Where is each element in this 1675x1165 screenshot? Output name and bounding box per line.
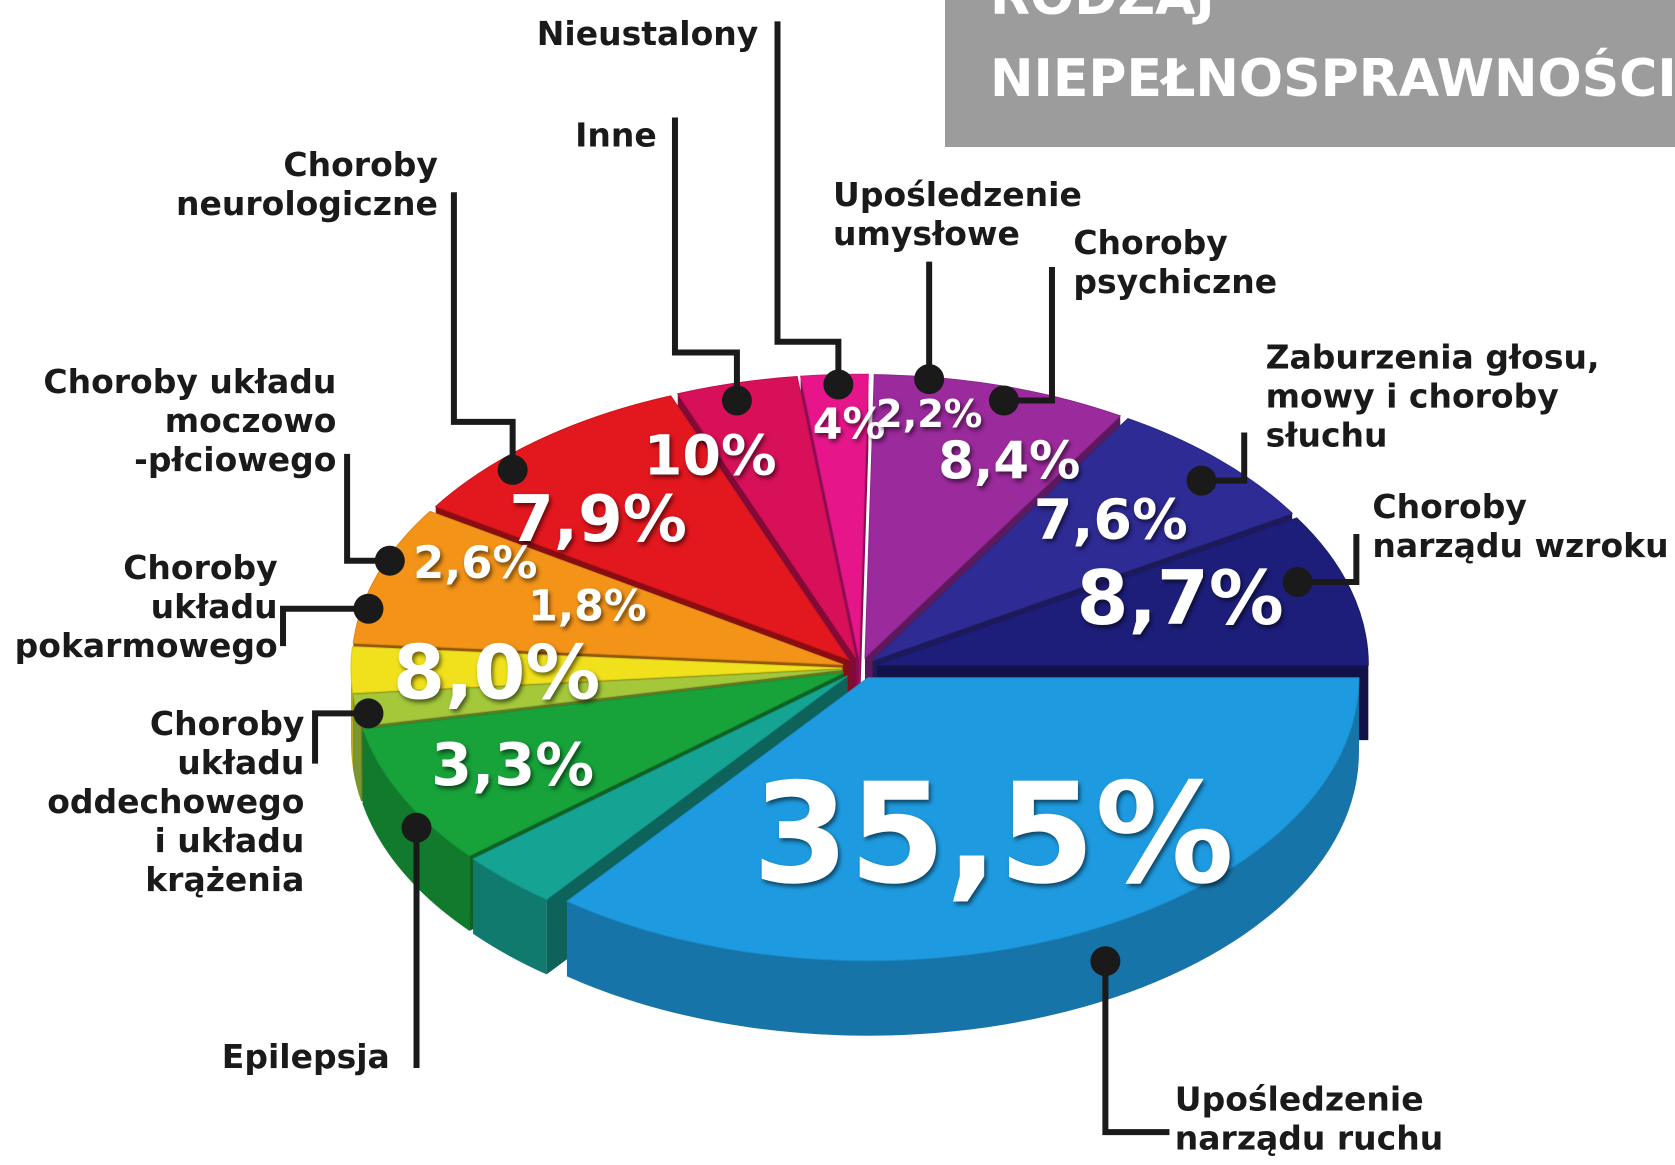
slice-side (566, 677, 1359, 1036)
value-label: 8,7% (1076, 555, 1283, 642)
value-label: 7,9% (509, 483, 687, 557)
slice (350, 646, 843, 694)
value-label: 4% (813, 400, 886, 450)
category-label: Choroby układu pokarmowego (15, 548, 278, 665)
title-box (945, 0, 1675, 147)
value-label: 3,3% (431, 730, 594, 799)
chart-title: RODZAJNIEPEŁNOSPRAWNOŚCI (990, 0, 1675, 109)
slice (472, 675, 848, 900)
slice (362, 672, 845, 857)
category-label: Choroby psychiczne (1073, 223, 1277, 301)
value-label: 10% (644, 423, 777, 488)
leader-dot (988, 385, 1019, 416)
slice-face (859, 374, 869, 733)
leader-dot (401, 812, 432, 843)
leader-line (450, 192, 516, 470)
leader-dot (721, 385, 752, 416)
leader-line (1102, 961, 1170, 1136)
value-label: 2,6% (413, 536, 537, 589)
category-label: Inne (575, 115, 657, 154)
slice (877, 517, 1369, 666)
slice (352, 510, 844, 666)
slice-side (473, 858, 547, 975)
value-label: 8,0% (393, 630, 600, 717)
category-label: Choroby układu moczowo -płciowego (43, 362, 336, 479)
pie (350, 373, 1369, 1036)
value-label: 8,4% (938, 432, 1080, 492)
leader-dot (1186, 465, 1217, 496)
value-label: 1,8% (528, 581, 646, 631)
category-label: Choroby neurologiczne (176, 145, 438, 223)
value-label: 2,2% (876, 392, 983, 437)
leader-dot (374, 545, 405, 576)
leader-dot (497, 454, 528, 485)
leader-line (312, 710, 369, 764)
value-label: 35,5% (752, 753, 1234, 915)
category-label: Upośledzenie umysłowe (833, 175, 1082, 253)
category-label: Choroby narządu wzroku (1372, 487, 1668, 565)
category-label: Choroby układu oddechowego i układu krążenia (47, 704, 304, 899)
category-label: Zaburzenia głosu, mowy i choroby słuchu (1266, 337, 1600, 454)
leader-dot (1282, 567, 1313, 598)
slice (434, 395, 850, 661)
value-label: 7,6% (1034, 487, 1188, 552)
leader-line (1003, 267, 1055, 404)
category-label: Nieustalony (537, 14, 758, 53)
category-label: Epilepsja (222, 1037, 390, 1076)
leader-line (1297, 534, 1360, 586)
category-label: Upośledzenie narządu ruchu (1175, 1080, 1443, 1158)
leader-dot (353, 593, 384, 624)
leader-dot (914, 364, 945, 395)
leader-dot (1090, 946, 1121, 977)
slice (565, 677, 1360, 962)
leader-line (774, 21, 842, 385)
leader-line (280, 605, 369, 647)
leader-line (671, 117, 740, 401)
leader-dot (823, 369, 854, 400)
leader-dot (353, 698, 384, 729)
leader-line (344, 453, 390, 564)
